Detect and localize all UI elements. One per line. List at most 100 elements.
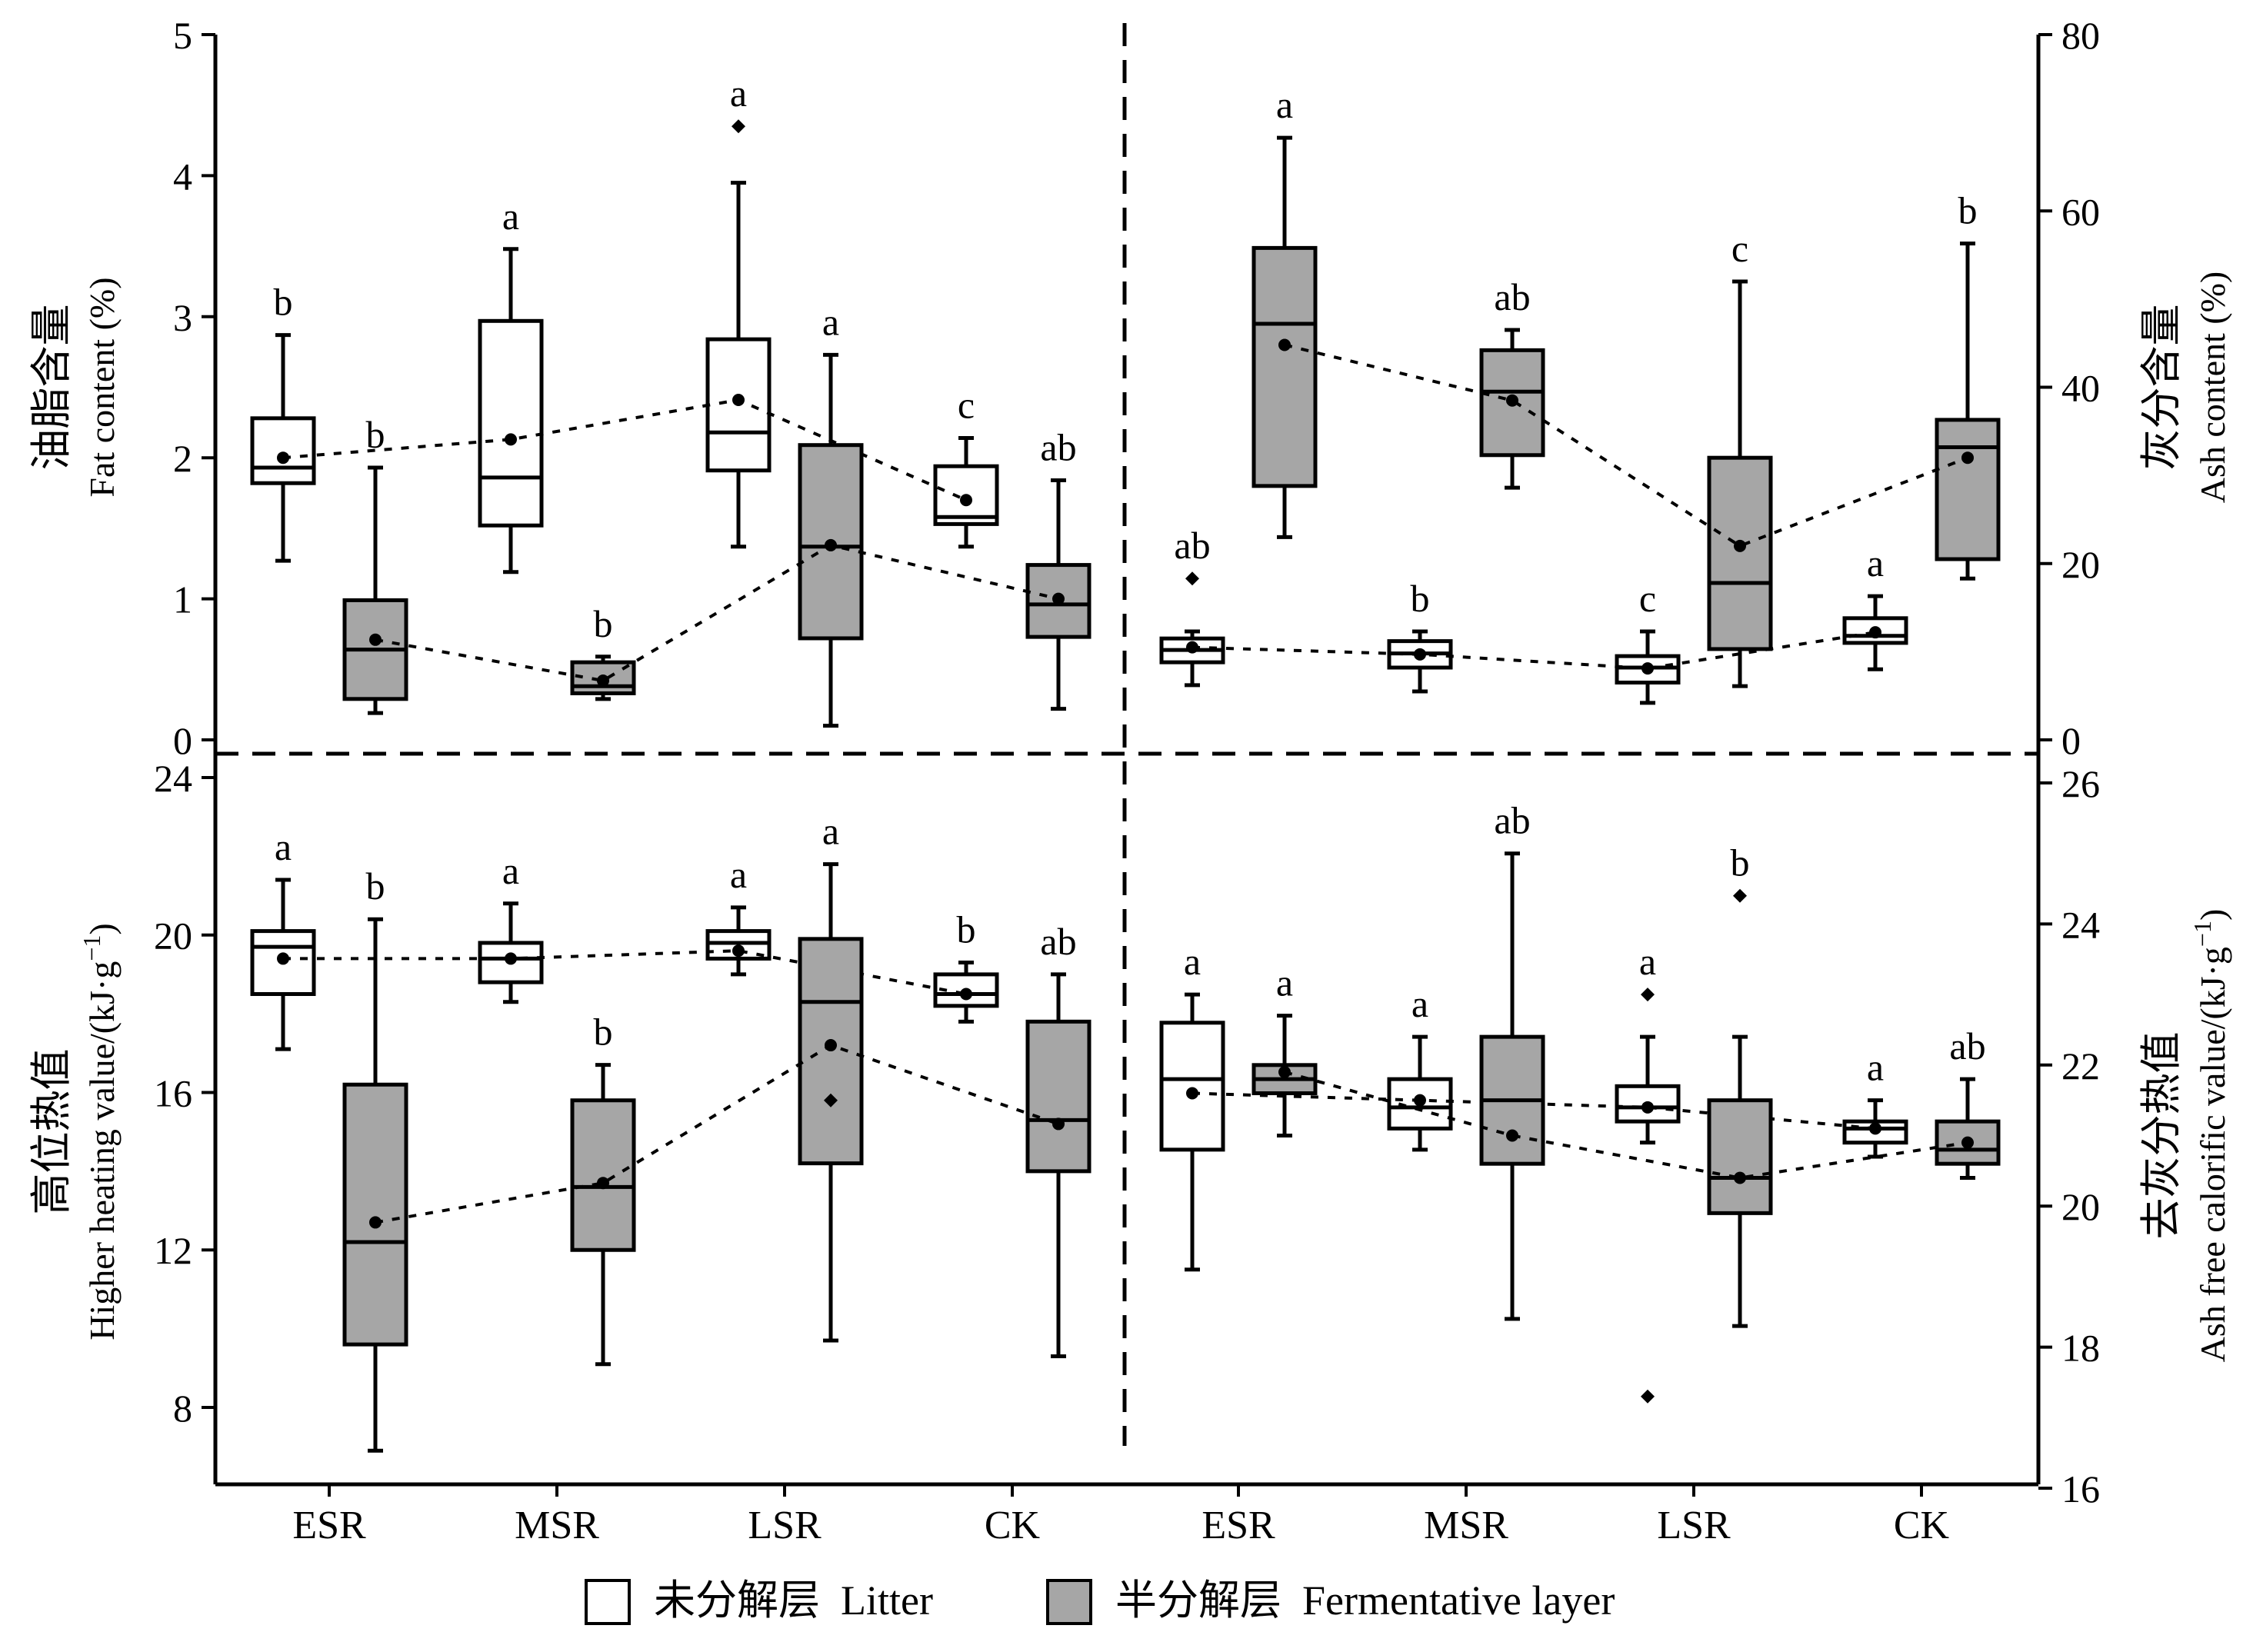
significance-letter: ab <box>1949 1024 1985 1067</box>
y-tick-label: 3 <box>173 296 192 339</box>
box-iqr <box>1025 563 1092 639</box>
box-iqr <box>570 1098 636 1252</box>
box-fat-fermentative-layer: b <box>570 602 636 701</box>
significance-letter: ab <box>1040 920 1076 963</box>
y-tick-label: 16 <box>2061 1467 2100 1510</box>
y-tick-label: 0 <box>2061 719 2081 762</box>
significance-letter: b <box>274 281 293 324</box>
box-afcv-fermentative-layer: b <box>1707 841 1773 1328</box>
y-tick-label: 0 <box>173 719 192 762</box>
y-tick-label: 22 <box>2061 1044 2100 1087</box>
significance-letter: a <box>1639 940 1656 983</box>
box-fat-fermentative-layer: ab <box>1025 426 1092 711</box>
x-tick-label: MSR <box>1424 1504 1508 1547</box>
mean-trend-line <box>375 1043 1059 1224</box>
significance-letter: a <box>1867 541 1884 585</box>
y-tick-label: 24 <box>154 757 192 800</box>
y-tick-label: 4 <box>173 155 192 198</box>
significance-letter: a <box>1867 1046 1884 1089</box>
box-fat-litter: a <box>705 72 772 549</box>
significance-letter: a <box>275 825 292 868</box>
legend-label-litter: 未分解层 Litter <box>654 1577 933 1624</box>
y-tick-label: 5 <box>173 14 192 57</box>
box-hhv-litter: b <box>933 908 999 1024</box>
mean-point <box>732 944 745 958</box>
y-tick-label: 8 <box>173 1387 192 1430</box>
x-tick-label: MSR <box>515 1504 599 1547</box>
mean-point <box>1506 1129 1518 1142</box>
significance-letter: b <box>1731 841 1750 884</box>
legend-swatch-fermentative <box>1046 1579 1092 1625</box>
mean-point <box>1052 1117 1065 1131</box>
mean-point <box>1734 1171 1746 1184</box>
mean-point <box>1641 1101 1654 1114</box>
mean-point <box>960 494 972 507</box>
box-hhv-fermentative-layer: a <box>798 810 864 1343</box>
box-iqr <box>250 929 316 997</box>
box-iqr <box>1025 1019 1092 1174</box>
box-afcv-litter: a <box>1615 940 1681 1404</box>
outlier-point <box>1641 988 1655 1002</box>
significance-letter: a <box>822 300 839 343</box>
significance-letter: a <box>1184 940 1201 983</box>
box-afcv-fermentative-layer: a <box>1251 961 1318 1137</box>
y-tick-label: 16 <box>154 1071 192 1114</box>
box-afcv-fermentative-layer: ab <box>1479 799 1545 1321</box>
y-tick-label: 2 <box>173 437 192 480</box>
y-axis-title-cn: 高位热值 <box>28 1049 75 1215</box>
box-afcv-litter: a <box>1387 982 1453 1152</box>
y-axis-title-en: Fat content (%) <box>82 277 122 497</box>
mean-point <box>597 674 609 687</box>
significance-letter: a <box>1276 83 1293 126</box>
box-ash-litter: b <box>1387 577 1453 694</box>
y-tick-label: 60 <box>2061 190 2100 233</box>
mean-trend-line <box>375 543 1059 683</box>
y-axis-title-cn: 灰分含量 <box>2138 305 2185 471</box>
box-afcv-litter: a <box>1842 1046 1908 1159</box>
significance-letter: c <box>958 384 975 427</box>
significance-letter: ab <box>1174 524 1210 567</box>
significance-letter: b <box>366 413 385 456</box>
mean-point <box>597 1177 609 1190</box>
box-ash-litter: c <box>1615 577 1681 705</box>
y-tick-label: 26 <box>2061 762 2100 805</box>
box-ash-litter: ab <box>1159 524 1225 688</box>
outlier-point <box>1733 888 1747 903</box>
box-iqr <box>1707 1098 1773 1215</box>
outlier-point <box>1641 1389 1655 1404</box>
significance-letter: ab <box>1494 275 1530 318</box>
y-tick-label: 20 <box>2061 1185 2100 1228</box>
x-tick-label: LSR <box>748 1504 822 1547</box>
significance-letter: a <box>1411 982 1428 1025</box>
box-iqr <box>1159 1021 1225 1152</box>
significance-letter: b <box>957 908 976 951</box>
mean-point <box>1734 539 1746 552</box>
legend: 未分解层 Litter 半分解层 Fermentative layer <box>585 1577 1615 1625</box>
mean-point <box>1869 626 1881 639</box>
mean-point <box>960 988 972 1001</box>
y-axis-title-en: Ash free calorific value/(kJ·g−1) <box>2188 909 2232 1363</box>
mean-point <box>1641 662 1654 675</box>
box-iqr <box>1935 418 2001 561</box>
significance-letter: b <box>1958 189 1978 232</box>
box-fat-litter: a <box>478 195 544 575</box>
outlier-point <box>732 119 745 134</box>
box-ash-fermentative-layer: ab <box>1479 275 1545 490</box>
significance-letter: a <box>730 853 747 896</box>
mean-trend-line <box>1191 631 1876 671</box>
y-tick-label: 80 <box>2061 14 2100 57</box>
significance-letter: b <box>594 1011 613 1054</box>
box-ash-fermentative-layer: a <box>1251 83 1318 539</box>
significance-letter: c <box>1731 227 1748 270</box>
y-axis-title-en: Higher heating value/(kJ·g−1) <box>78 923 122 1340</box>
significance-letter: b <box>366 864 385 908</box>
box-iqr <box>798 443 864 641</box>
box-hhv-fermentative-layer: b <box>342 864 408 1453</box>
y-axis-title-cn: 去灰分热值 <box>2138 1032 2185 1240</box>
box-ash-litter: a <box>1842 541 1908 671</box>
box-hhv-litter: a <box>478 849 544 1004</box>
legend-swatch-litter <box>585 1579 631 1625</box>
